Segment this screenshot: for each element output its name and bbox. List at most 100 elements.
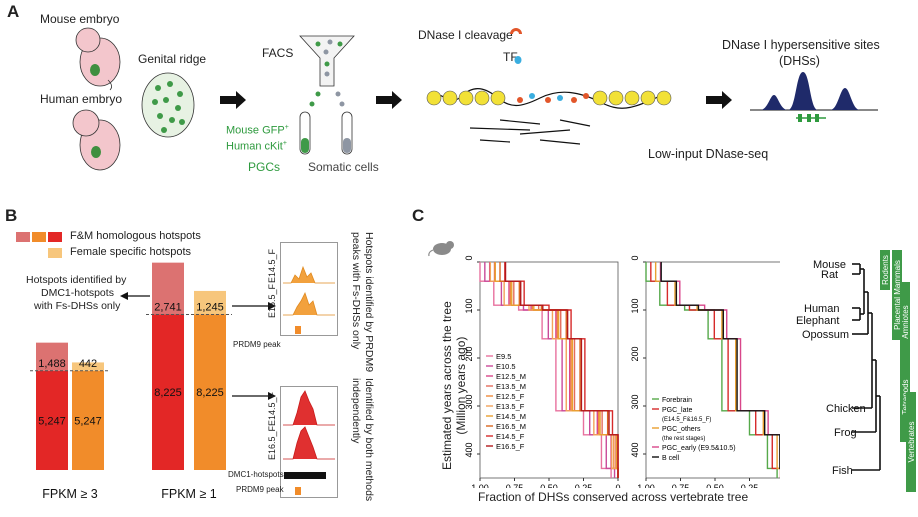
track-e16-label-top: E16.5_F (267, 283, 277, 318)
panel-a-letter: A (7, 2, 20, 21)
legend-label: PGC_late (662, 407, 692, 414)
y-tick-label: 400 (464, 442, 474, 457)
somatic-cells-label: Somatic cells (308, 160, 379, 174)
species-label: Frog (834, 427, 857, 439)
bar-female-top (72, 362, 104, 371)
clade-bar (880, 250, 890, 290)
prdm9-peak-mark-bottom (295, 487, 301, 495)
y-tick-label: 300 (464, 394, 474, 409)
dmc1-note-line2: DMC1-hotspots (41, 287, 114, 299)
dmc1-note-line3: with Fs-DHSs only (34, 300, 121, 312)
prdm9-note: Hotspots identified by PRDM9 peaks with F… (350, 232, 375, 373)
species-label: Mouse (813, 259, 846, 271)
y-tick-label: 400 (630, 442, 640, 457)
legend-label: E13.5_F (496, 402, 525, 411)
arrow-head (120, 292, 128, 300)
dhs-title-line2: (DHSs) (779, 54, 820, 68)
human-embryo-label: Human embryo (40, 92, 123, 106)
legend-swatch-red (16, 232, 30, 242)
legend-label: E12.5_F (496, 392, 525, 401)
dmc1-note-line1: Hotspots identified by (26, 274, 127, 286)
species-label: Elephant (796, 315, 839, 327)
arrow-1 (220, 91, 246, 109)
legend-label: E14.5_M (496, 412, 526, 421)
legend-label: Forebrain (662, 397, 692, 404)
clade-bar (900, 352, 910, 442)
bar-value-label: 2,741 (154, 301, 182, 313)
human-ckit-label: Human cKit+ (226, 140, 287, 153)
legend-sublabel: (the rest stages) (662, 436, 705, 442)
bar-female-bottom (194, 314, 226, 470)
prdm9-peak-label-bottom: PRDM9 peak (236, 485, 284, 494)
plot-frame (479, 261, 619, 479)
track-e14-label-top: E14.5_F (267, 248, 277, 283)
legend-swatch-orange (32, 232, 46, 242)
bar-value-label: 8,225 (154, 387, 182, 399)
series-line (504, 262, 619, 478)
y-tick-label: 200 (464, 346, 474, 361)
genital-ridge-label: Genital ridge (138, 52, 207, 66)
series-line (660, 262, 780, 470)
arrow-head (268, 302, 276, 310)
legend-label: E16.5_M (496, 422, 526, 431)
legend-label: E14.5_F (496, 432, 525, 441)
y-tick-label: 100 (464, 298, 474, 313)
y-tick-label: 200 (630, 346, 640, 361)
clade-label: Tetrapods (901, 379, 910, 414)
clade-bar (906, 392, 916, 492)
clade-label: Amniotes (901, 305, 910, 338)
category-label: FPKM ≥ 3 (42, 487, 98, 501)
plot-frame (645, 261, 780, 479)
y-tick-label: 100 (630, 298, 640, 313)
panel-c-xlabel: Fraction of DHSs conserved across verteb… (478, 490, 749, 504)
panel-c-letter: C (412, 206, 425, 225)
x-tick-label: 0.50 (540, 483, 558, 488)
bar-value-label: 5,247 (38, 415, 66, 427)
arrow-head (268, 392, 276, 400)
x-tick-label: 0.75 (506, 483, 524, 488)
dmc1-hotspots-label: DMC1-hotspots (228, 470, 284, 479)
y-tick-label: 300 (630, 394, 640, 409)
legend-female-label: Female specific hotspots (70, 246, 192, 258)
mouse-embryo-label: Mouse embryo (40, 12, 120, 26)
track-e16-label-bottom: E16.5_F (267, 425, 277, 460)
arrow-3 (706, 91, 732, 109)
x-tick-label: 0.25 (575, 483, 593, 488)
y-tick-label: 0 (464, 255, 474, 260)
bar-fm-top (152, 262, 184, 315)
legend-label: E12.5_M (496, 372, 526, 381)
tf-label: TF (503, 50, 518, 64)
bar-fm-bottom (36, 370, 68, 470)
x-tick-label: 0 (615, 483, 620, 488)
browser-track-top (280, 242, 338, 336)
clade-label: Placental Mammals (893, 260, 902, 330)
bar-fm-top (36, 342, 68, 371)
clade-label: Vertebrates (907, 422, 916, 463)
facs-sorter-icon (299, 35, 355, 155)
species-label: Rat (821, 269, 838, 281)
x-tick-label: 0.25 (741, 483, 759, 488)
clade-label: Rodents (881, 255, 890, 285)
hotspot-bar-chart: 5,247 1,488 5,247 442 FPKM ≥ 3 8,225 2,741 8,22… (30, 262, 276, 501)
genital-ridge-icon (141, 72, 195, 138)
mouse-silhouette-icon (428, 241, 454, 257)
panel-b-letter: B (5, 206, 18, 225)
legend-swatch-female (48, 248, 62, 258)
low-input-dnase-seq-label: Low-input DNase-seq (648, 147, 769, 161)
browser-track-bottom (280, 386, 338, 498)
facs-label: FACS (262, 46, 294, 60)
legend-label: B cell (662, 455, 680, 462)
species-label: Opossum (802, 329, 849, 341)
dmc1-hotspot-mark (284, 472, 326, 479)
legend-label: E13.5_M (496, 382, 526, 391)
panel-a-illustration (72, 27, 878, 171)
legend-label: PGC_early (E9.5&10.5) (662, 445, 736, 452)
category-label: FPKM ≥ 1 (161, 487, 217, 501)
species-label: Fish (832, 465, 853, 477)
bar-value-label: 5,247 (74, 415, 102, 427)
both-methods-note: Identified by both methods independently (350, 378, 375, 502)
arrow-2 (376, 91, 402, 109)
legend-label: E10.5 (496, 362, 516, 371)
